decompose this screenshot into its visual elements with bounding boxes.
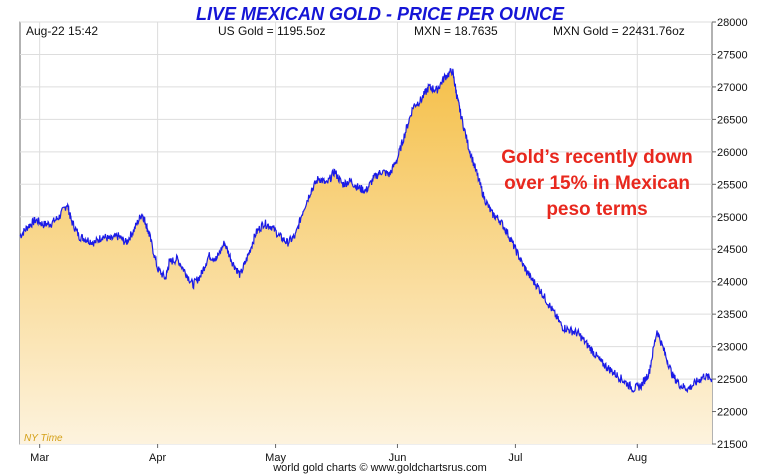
annotation-line-3: peso terms xyxy=(546,199,647,220)
x-tick-label: Jun xyxy=(389,452,407,464)
y-axis-ticks: 21500 22000 22500 23000 23500 24000 24500 25000… xyxy=(712,17,748,451)
chart-title: LIVE MEXICAN GOLD - PRICE PER OUNCE xyxy=(196,4,565,24)
header-us-gold: US Gold = 1195.5oz xyxy=(218,24,326,38)
price-area-fill xyxy=(20,68,712,444)
y-tick-label: 26500 xyxy=(717,114,748,126)
y-tick-label: 25500 xyxy=(717,179,748,191)
footer-credit: world gold charts © www.goldchartsrus.co… xyxy=(272,462,487,474)
annotation-line-1: Gold’s recently down xyxy=(501,147,692,168)
y-tick-label: 24500 xyxy=(717,244,748,256)
area-layer xyxy=(19,67,713,444)
annotation-text: Gold’s recently down over 15% in Mexican… xyxy=(501,147,692,220)
y-tick-label: 22500 xyxy=(717,374,748,386)
x-tick-label: Apr xyxy=(149,452,166,464)
y-tick-label: 26000 xyxy=(717,147,748,159)
x-tick-label: Aug xyxy=(628,452,648,464)
y-tick-label: 23500 xyxy=(717,309,748,321)
x-tick-label: Jul xyxy=(508,452,522,464)
x-axis-ticks: Mar Apr May Jun Jul Aug xyxy=(30,444,647,464)
x-tick-label: Mar xyxy=(30,452,49,464)
y-tick-label: 27000 xyxy=(717,82,748,94)
header-mxn-rate: MXN = 18.7635 xyxy=(414,24,498,38)
timezone-label: NY Time xyxy=(24,433,63,444)
y-tick-label: 24000 xyxy=(717,277,748,289)
header-mxn-gold: MXN Gold = 22431.76oz xyxy=(553,24,685,38)
y-tick-label: 23000 xyxy=(717,342,748,354)
header-date-time: Aug-22 15:42 xyxy=(26,24,98,38)
price-series-line xyxy=(19,67,713,394)
x-tick-label: May xyxy=(265,452,286,464)
annotation-line-2: over 15% in Mexican xyxy=(504,173,690,194)
y-tick-label: 25000 xyxy=(717,212,748,224)
y-tick-label: 27500 xyxy=(717,49,748,61)
y-tick-label: 28000 xyxy=(717,17,748,29)
y-tick-label: 22000 xyxy=(717,407,748,419)
y-tick-label: 21500 xyxy=(717,439,748,451)
